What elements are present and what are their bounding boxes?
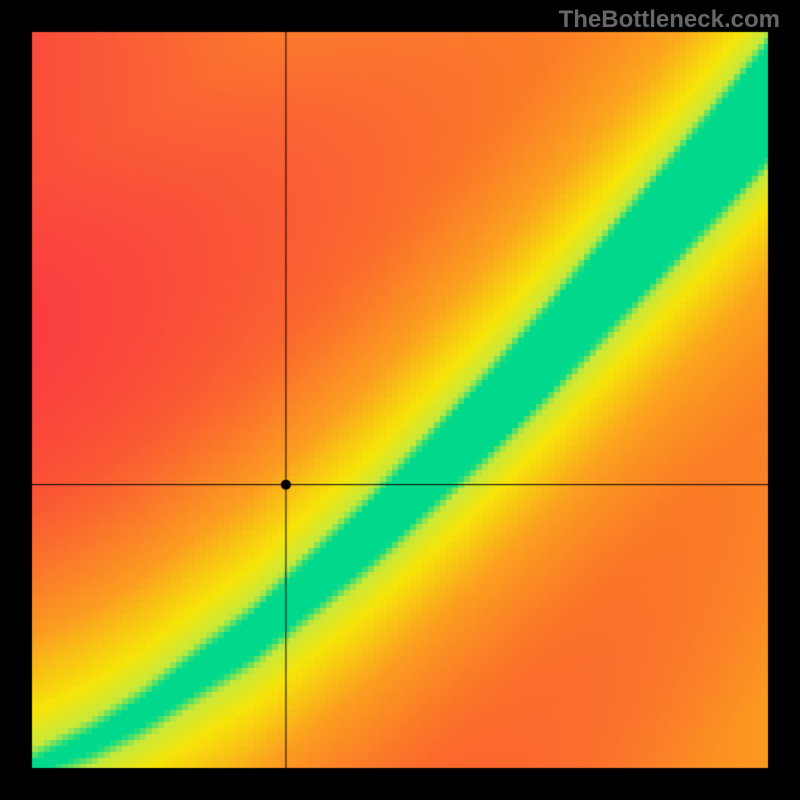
- watermark-text: TheBottleneck.com: [559, 6, 780, 34]
- bottleneck-heatmap: [0, 0, 800, 800]
